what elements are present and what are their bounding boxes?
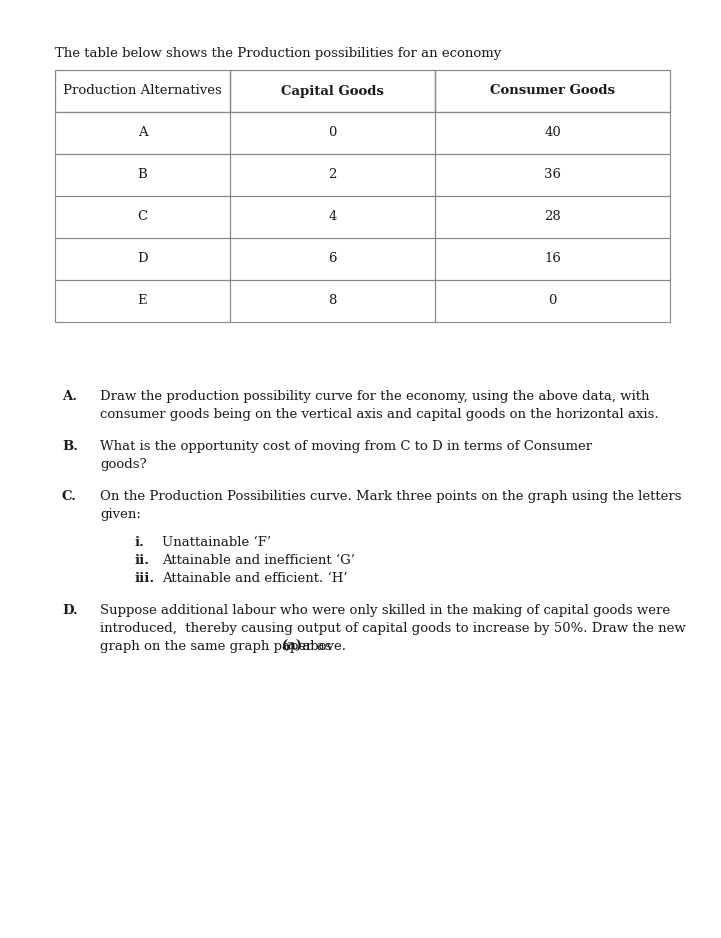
Text: Unattainable ‘F’: Unattainable ‘F’ (162, 536, 271, 549)
Text: 4: 4 (328, 210, 337, 223)
Bar (55, 238, 230, 280)
Text: given:: given: (100, 508, 141, 521)
Text: A: A (138, 127, 147, 140)
Text: C.: C. (62, 490, 77, 503)
Text: consumer goods being on the vertical axis and capital goods on the horizontal ax: consumer goods being on the vertical axi… (100, 408, 658, 421)
Text: D: D (137, 252, 148, 265)
Bar (230, 154, 435, 196)
Bar (230, 112, 435, 154)
Text: Capital Goods: Capital Goods (281, 84, 384, 98)
Text: 0: 0 (328, 127, 337, 140)
Text: iii.: iii. (135, 572, 155, 585)
Text: 40: 40 (544, 127, 561, 140)
Bar (55, 154, 230, 196)
Bar (230, 238, 435, 280)
Bar (435, 112, 670, 154)
Bar (230, 280, 435, 322)
Text: graph on the same graph paper as: graph on the same graph paper as (100, 640, 336, 653)
Text: (a): (a) (281, 640, 303, 653)
Bar (435, 280, 670, 322)
Text: 6: 6 (328, 252, 337, 265)
Text: C: C (138, 210, 148, 223)
Bar (435, 70, 670, 112)
Text: What is the opportunity cost of moving from C to D in terms of Consumer: What is the opportunity cost of moving f… (100, 440, 592, 453)
Bar (230, 196, 435, 238)
Text: Attainable and efficient. ‘H’: Attainable and efficient. ‘H’ (162, 572, 348, 585)
Text: D.: D. (62, 604, 78, 617)
Text: B.: B. (62, 440, 78, 453)
Text: Draw the production possibility curve for the economy, using the above data, wit: Draw the production possibility curve fo… (100, 390, 650, 403)
Bar (435, 238, 670, 280)
Bar (230, 70, 435, 112)
Text: E: E (138, 295, 147, 308)
Text: 0: 0 (548, 295, 557, 308)
Text: 8: 8 (328, 295, 337, 308)
Text: 36: 36 (544, 169, 561, 181)
Text: ii.: ii. (135, 554, 150, 567)
Text: B: B (138, 169, 147, 181)
Bar (55, 70, 230, 112)
Text: The table below shows the Production possibilities for an economy: The table below shows the Production pos… (55, 47, 501, 60)
Text: 16: 16 (544, 252, 561, 265)
Text: Attainable and inefficient ‘G’: Attainable and inefficient ‘G’ (162, 554, 355, 567)
Bar (55, 112, 230, 154)
Text: A.: A. (62, 390, 77, 403)
Bar (435, 196, 670, 238)
Text: i.: i. (135, 536, 145, 549)
Bar (55, 280, 230, 322)
Text: Consumer Goods: Consumer Goods (490, 84, 615, 98)
Text: 2: 2 (328, 169, 337, 181)
Text: Suppose additional labour who were only skilled in the making of capital goods w: Suppose additional labour who were only … (100, 604, 670, 617)
Text: Production Alternatives: Production Alternatives (63, 84, 222, 98)
Bar (55, 196, 230, 238)
Text: 28: 28 (544, 210, 561, 223)
Text: goods?: goods? (100, 458, 146, 471)
Text: above.: above. (298, 640, 346, 653)
Bar (435, 154, 670, 196)
Text: On the Production Possibilities curve. Mark three points on the graph using the : On the Production Possibilities curve. M… (100, 490, 681, 503)
Text: introduced,  thereby causing output of capital goods to increase by 50%. Draw th: introduced, thereby causing output of ca… (100, 622, 686, 635)
